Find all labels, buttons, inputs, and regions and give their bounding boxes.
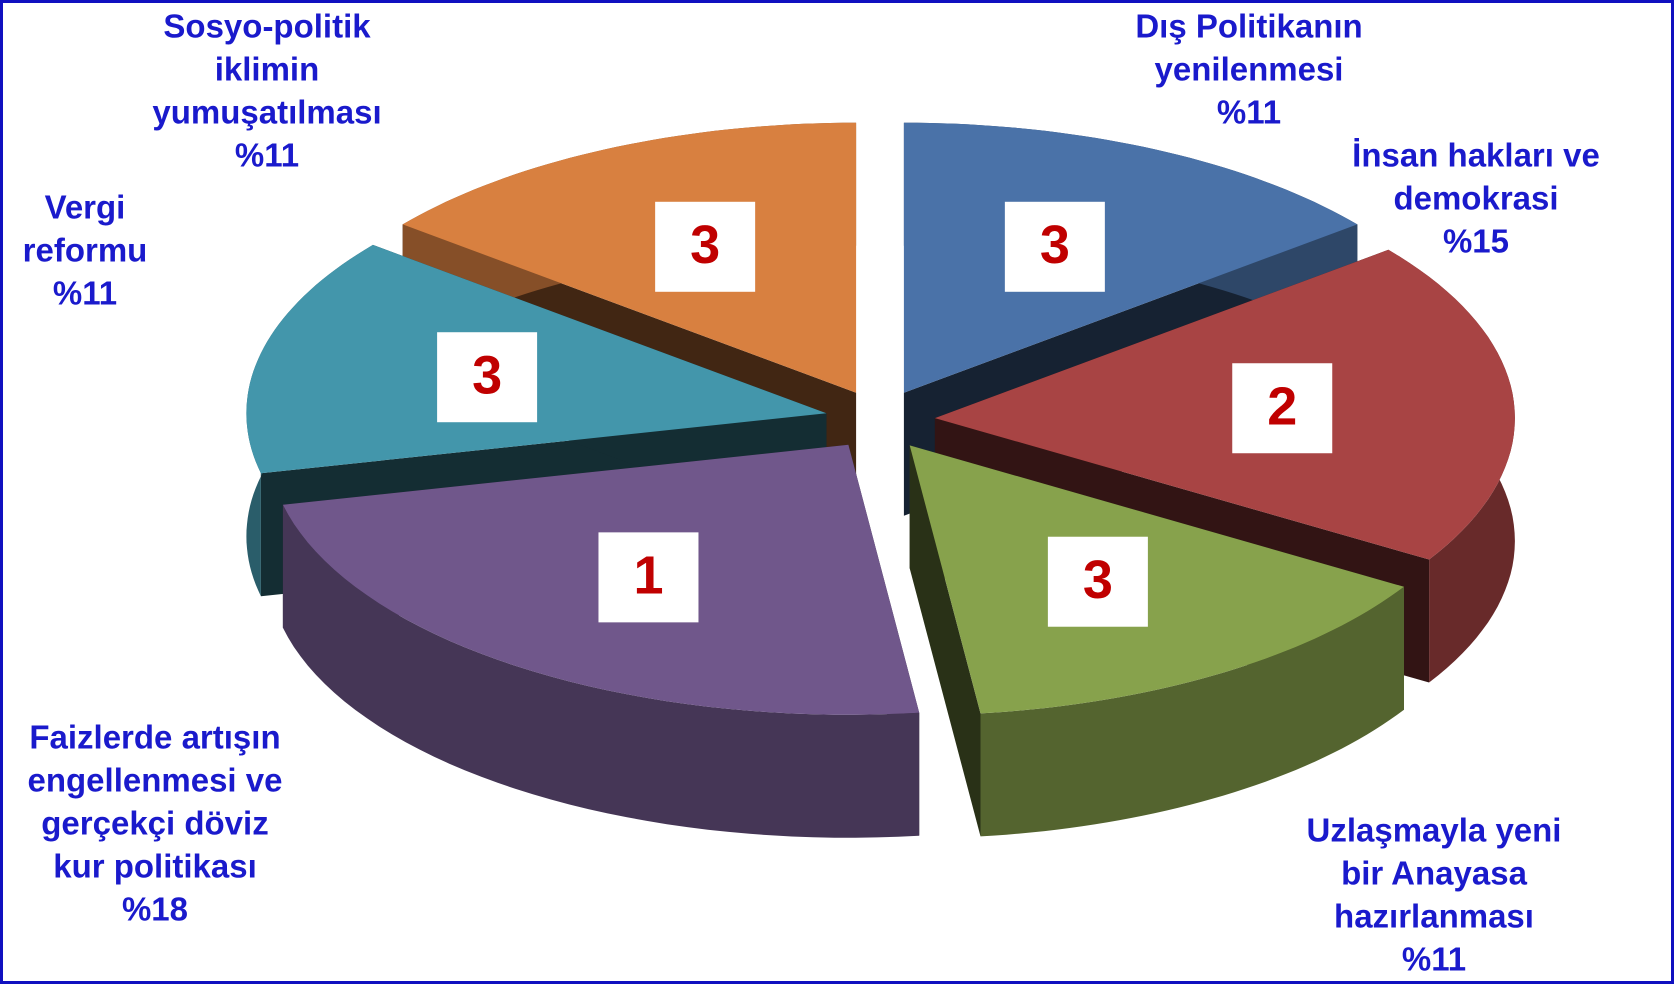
rank-box [1047,536,1148,627]
category-label: demokrasi [1393,180,1558,217]
category-label: hazırlanması [1334,898,1534,935]
rank-box [437,332,538,423]
rank-box [655,201,756,292]
category-label: Uzlaşmayla yeni [1307,812,1562,849]
slice-wall [282,504,920,838]
category-label: engellenmesi ve [28,762,283,799]
slice-top [402,122,857,393]
slice-top [909,445,1404,714]
category-label: İnsan hakları ve [1352,137,1600,174]
slice-top [903,122,1358,393]
category-label: Faizlerde artışın [29,719,280,756]
rank-label: 3 [1040,215,1070,275]
slice-top [934,249,1515,560]
slice [909,445,1404,837]
category-label: gerçekçi döviz [41,805,268,842]
category-label: iklimin [215,51,320,88]
value-label: %11 [53,275,117,312]
category-label: yumuşatılması [152,94,381,131]
rank-label: 3 [690,215,720,275]
category-label: reformu [23,232,148,269]
rank-box [1004,201,1105,292]
rank-label: 2 [1267,377,1297,437]
value-label: %11 [235,137,299,174]
rank-label: 1 [633,546,663,606]
rank-label: 3 [1083,550,1113,610]
slice-side [909,445,981,837]
value-label: %11 [1217,94,1281,131]
slice-wall [980,586,1404,837]
rank-box [1232,363,1333,454]
value-label: %18 [122,891,188,928]
category-label: Dış Politikanın [1135,8,1362,45]
category-label: Sosyo-politik [163,8,371,45]
value-label: %11 [1402,941,1466,978]
rank-label: 3 [472,345,502,405]
category-label: bir Anayasa [1341,855,1528,892]
category-label: Vergi [45,189,126,226]
value-label: %15 [1443,223,1509,260]
category-label: yenilenmesi [1155,51,1344,88]
category-label: kur politikası [53,848,257,885]
rank-box [598,532,699,623]
